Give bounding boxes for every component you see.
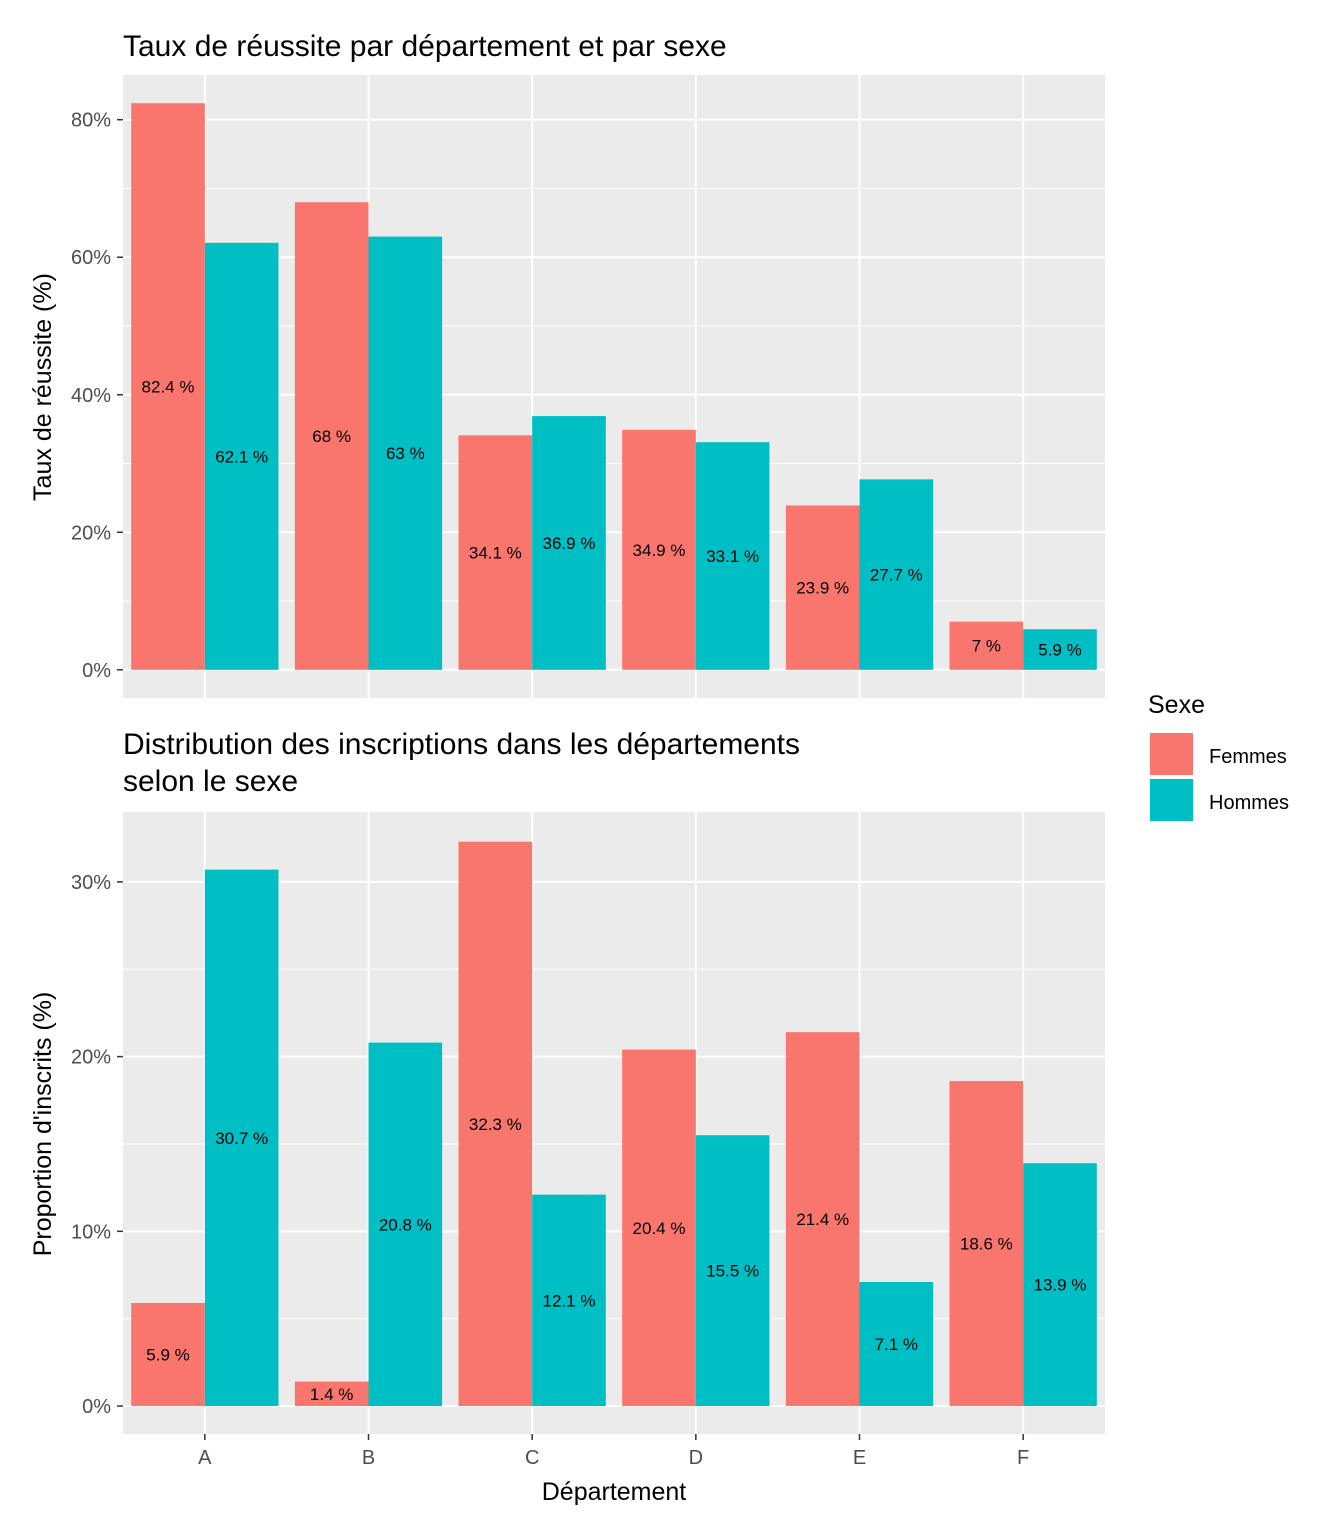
bar-femmes-f: [949, 1081, 1024, 1407]
bar-femmes-d: [622, 1049, 696, 1407]
data-label: 12.1 %: [543, 1291, 596, 1310]
chart-bottom-x-axis-title: Département: [542, 1478, 687, 1506]
bar-femmes-c: [458, 435, 533, 670]
data-label: 15.5 %: [706, 1262, 759, 1281]
x-tick-label: F: [1017, 1447, 1029, 1469]
data-label: 1.4 %: [310, 1385, 353, 1404]
x-tick-label: C: [525, 1447, 539, 1469]
bar-hommes-d: [695, 1135, 770, 1407]
y-tick-label: 40%: [71, 385, 111, 407]
bar-femmes-d: [622, 429, 696, 670]
y-tick-label: 20%: [71, 522, 111, 544]
data-label: 30.7 %: [215, 1129, 268, 1148]
data-label: 21.4 %: [796, 1210, 849, 1229]
chart-bottom-bars: [131, 841, 1097, 1407]
x-tick-label: A: [198, 1447, 212, 1469]
bar-hommes-f: [1023, 629, 1097, 670]
data-label: 68 %: [312, 427, 351, 446]
bar-hommes-f: [1023, 1163, 1097, 1407]
legend-label-femmes: Femmes: [1209, 746, 1287, 768]
y-tick-label: 0%: [82, 660, 111, 682]
legend-key-hommes: [1150, 779, 1193, 821]
data-label: 34.9 %: [633, 541, 686, 560]
data-label: 20.8 %: [379, 1215, 432, 1234]
bar-femmes-e: [785, 505, 860, 670]
x-tick-label: D: [689, 1447, 703, 1469]
chart-bottom-data-labels: 5.9 % 1.4 % 32.3 % 20.4 % 21.4 % 18.6 % 30.7 %…: [146, 1115, 1086, 1404]
chart-bottom-panel: [123, 812, 1105, 1434]
chart-bottom-title-line-1: Distribution des inscriptions dans les d…: [123, 728, 800, 761]
data-label: 63 %: [386, 444, 425, 463]
data-label: 13.9 %: [1034, 1276, 1087, 1295]
chart-bottom-y-axis: 0% 10% 20% 30%: [71, 872, 123, 1418]
y-tick-label: 60%: [71, 247, 111, 269]
y-tick-label: 0%: [82, 1396, 111, 1418]
chart-enrollment-distribution: Distribution des inscriptions dans les d…: [29, 728, 1105, 1506]
x-tick-label: B: [362, 1447, 375, 1469]
chart-top-y-axis-title: Taux de réussite (%): [29, 273, 57, 501]
y-tick-label: 30%: [71, 872, 111, 894]
legend-key-femmes: [1150, 733, 1193, 775]
data-label: 33.1 %: [706, 547, 759, 566]
bar-femmes-b: [294, 202, 369, 670]
data-label: 27.7 %: [870, 566, 923, 585]
y-tick-label: 20%: [71, 1047, 111, 1069]
data-label: 82.4 %: [142, 378, 195, 397]
legend-label-hommes: Hommes: [1209, 792, 1289, 814]
data-label: 36.9 %: [543, 534, 596, 553]
bar-femmes-e: [785, 1032, 860, 1407]
data-label: 34.1 %: [469, 544, 522, 563]
bar-hommes-c: [532, 416, 606, 670]
bar-femmes-a: [131, 1302, 205, 1407]
chart-bottom-title-line-2: selon le sexe: [123, 765, 298, 798]
bar-hommes-e: [859, 479, 934, 670]
chart-top-data-labels: 82.4 % 68 % 34.1 % 34.9 % 23.9 % 7 % 62.1 % 63 …: [142, 378, 1082, 660]
data-label: 20.4 %: [633, 1219, 686, 1238]
chart-top-bars: [131, 103, 1097, 670]
legend: Sexe Femmes Hommes: [1148, 691, 1289, 821]
bar-hommes-d: [695, 442, 770, 670]
data-label: 5.9 %: [1038, 641, 1081, 660]
chart-success-rate: Taux de réussite par département et par …: [29, 30, 1105, 698]
x-tick-label: E: [853, 1447, 866, 1469]
data-label: 32.3 %: [469, 1115, 522, 1134]
data-label: 62.1 %: [215, 447, 268, 466]
y-tick-label: 10%: [71, 1221, 111, 1243]
data-label: 7.1 %: [875, 1335, 918, 1354]
bar-hommes-b: [368, 236, 443, 670]
chart-top-panel: [123, 75, 1105, 698]
bar-hommes-b: [368, 1042, 443, 1407]
bar-hommes-a: [204, 869, 279, 1407]
bar-femmes-c: [458, 841, 533, 1407]
legend-title: Sexe: [1148, 691, 1205, 719]
data-label: 5.9 %: [146, 1346, 189, 1365]
y-tick-label: 80%: [71, 110, 111, 132]
bar-femmes-f: [949, 621, 1024, 670]
data-label: 18.6 %: [960, 1235, 1013, 1254]
bar-hommes-c: [532, 1194, 606, 1407]
chart-top-y-axis: 0% 20% 40% 60% 80%: [71, 110, 123, 682]
bar-hommes-a: [204, 242, 279, 670]
chart-bottom-y-axis-title: Proportion d'inscrits (%): [29, 992, 57, 1257]
bar-femmes-a: [131, 103, 205, 670]
data-label: 23.9 %: [796, 579, 849, 598]
data-label: 7 %: [972, 637, 1001, 656]
chart-top-title: Taux de réussite par département et par …: [123, 30, 727, 63]
chart-bottom-x-axis: A B C D E F: [198, 1434, 1029, 1469]
bar-hommes-e: [859, 1281, 934, 1407]
bar-femmes-b: [294, 1381, 369, 1407]
